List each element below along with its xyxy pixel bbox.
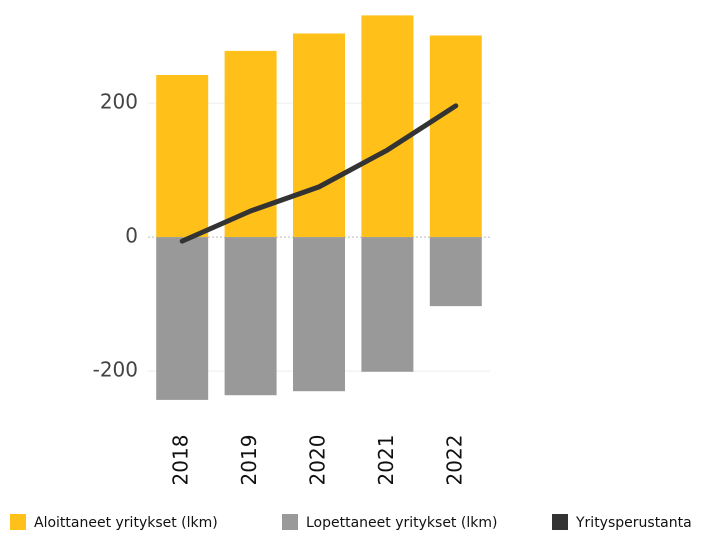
- legend-swatch: [282, 514, 298, 530]
- legend-swatch: [552, 514, 568, 530]
- legend-label: Yritysperustanta: [575, 515, 692, 531]
- bar: [429, 237, 482, 307]
- x-tick-label: 2021: [374, 435, 398, 486]
- bar: [156, 75, 209, 238]
- line: [179, 103, 459, 244]
- y-tick-label: -200: [93, 358, 138, 382]
- bar: [361, 237, 414, 372]
- bar: [429, 35, 482, 238]
- x-tick-label: 2018: [169, 435, 193, 486]
- bar: [361, 15, 414, 238]
- y-tick-label: 0: [125, 224, 138, 248]
- legend-swatch: [10, 514, 26, 530]
- bar: [293, 33, 345, 238]
- x-tick-label: 2020: [306, 435, 330, 486]
- x-tick-label: 2022: [442, 435, 466, 486]
- x-tick-label: 2019: [237, 435, 261, 486]
- bar: [224, 237, 277, 396]
- y-tick-label: 200: [100, 90, 138, 114]
- bar: [293, 237, 345, 392]
- legend-label: Aloittaneet yritykset (lkm): [34, 515, 218, 531]
- bar: [156, 237, 209, 400]
- legend-label: Lopettaneet yritykset (lkm): [306, 515, 497, 531]
